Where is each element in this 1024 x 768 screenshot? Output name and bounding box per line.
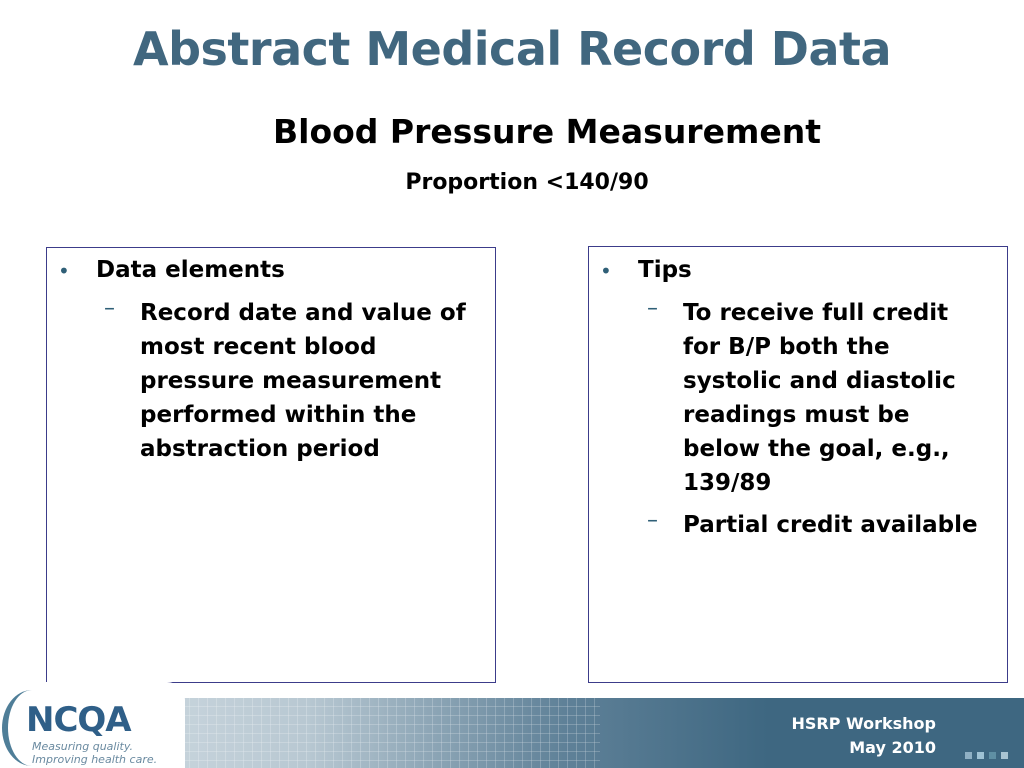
logo-tagline: Improving health care. bbox=[32, 753, 158, 766]
decor-square-icon bbox=[989, 752, 996, 759]
slide-title: Abstract Medical Record Data bbox=[132, 22, 892, 76]
left-box-heading: Data elements bbox=[96, 257, 285, 283]
bullet-dot-icon: • bbox=[58, 259, 70, 283]
footer-event: HSRP Workshop bbox=[791, 714, 937, 733]
left-content-box bbox=[46, 247, 496, 683]
right-box-item: Partial credit available bbox=[683, 512, 978, 538]
logo-swoosh-icon bbox=[2, 690, 62, 766]
right-content-box bbox=[588, 246, 1008, 683]
logo-tagline: Measuring quality. bbox=[32, 740, 134, 753]
left-box-item: Record date and value of most recent blo… bbox=[140, 300, 466, 462]
slide-subtitle: Blood Pressure Measurement bbox=[273, 112, 821, 151]
bullet-dot-icon: • bbox=[600, 259, 612, 283]
right-box-item: To receive full credit for B/P both the … bbox=[683, 300, 956, 496]
decor-square-icon bbox=[1001, 752, 1008, 759]
bullet-dash-icon: – bbox=[647, 508, 658, 533]
right-box-heading: Tips bbox=[638, 257, 692, 283]
bullet-dash-icon: – bbox=[647, 296, 658, 321]
bullet-dash-icon: – bbox=[104, 296, 115, 321]
ncqa-logo: NCQA bbox=[26, 700, 132, 740]
decor-square-icon bbox=[965, 752, 972, 759]
footer-date: May 2010 bbox=[849, 738, 936, 757]
slide-subsubtitle: Proportion <140/90 bbox=[405, 170, 649, 195]
decor-square-icon bbox=[977, 752, 984, 759]
footer-pattern bbox=[180, 698, 600, 768]
